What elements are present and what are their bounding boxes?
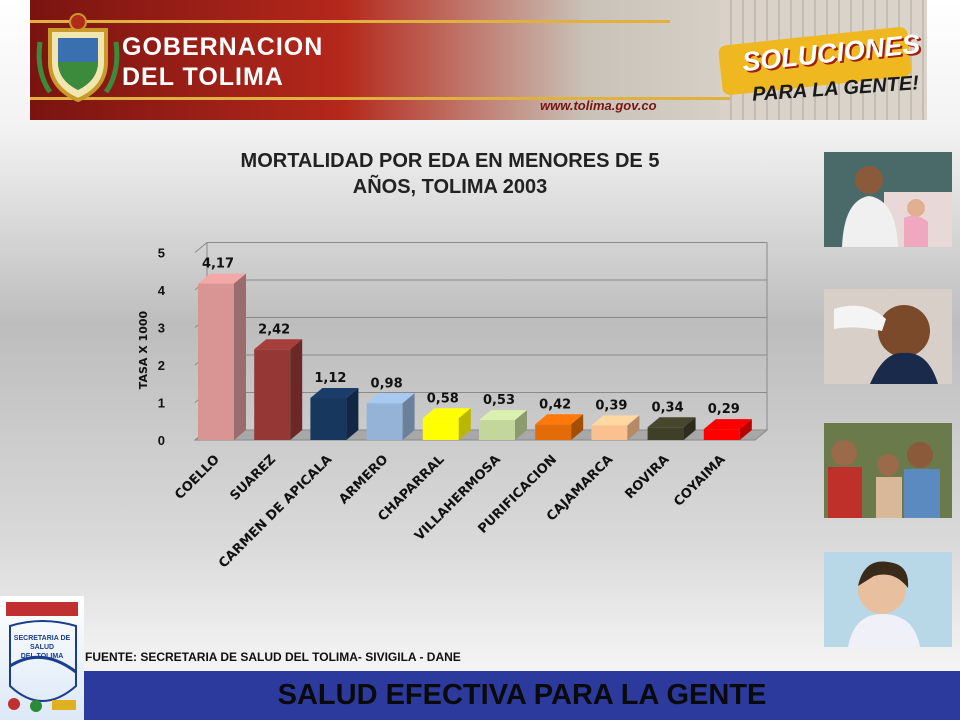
y-axis-label: TASA X 1000 [137, 310, 150, 389]
health-secretariat-logo: SECRETARIA DE SALUD DEL TOLIMA [0, 596, 84, 720]
x-category-label: CARMEN DE APICALA [216, 452, 335, 571]
logo-text-line2: DEL TOLIMA [20, 653, 64, 660]
bar-top [591, 415, 640, 426]
bar-side [739, 419, 752, 440]
bar-side [290, 339, 303, 440]
y-tick-label: 0 [158, 433, 165, 448]
bar-top [422, 408, 471, 419]
bar-top [479, 410, 527, 421]
bar-side [515, 410, 527, 440]
baby-photo [824, 552, 952, 647]
vaccination-photo [824, 289, 952, 384]
gold-divider [30, 97, 730, 100]
y-tick-label: 5 [158, 246, 165, 261]
bar-value-label: 0,29 [708, 402, 740, 417]
bar-front [703, 429, 740, 440]
x-category-label: COELLO [172, 452, 223, 503]
bar-front [591, 425, 628, 440]
bar-top [703, 419, 752, 430]
gold-divider [30, 20, 670, 23]
bar-front [366, 403, 403, 440]
logo-text: SECRETARIA DE SALUD DEL TOLIMA [4, 634, 80, 661]
bar-front [310, 398, 347, 440]
logo-emblem-icon [6, 602, 78, 712]
y-tick-label: 4 [158, 283, 166, 298]
tolima-crest-icon [36, 13, 120, 103]
bar-top [535, 414, 584, 425]
y-tick-label: 3 [158, 321, 165, 336]
x-category-label: ARMERO [336, 452, 391, 507]
children-photo [824, 423, 952, 518]
gridline [194, 242, 767, 253]
chart-title-line1: MORTALIDAD POR EDA EN MENORES DE 5 [240, 150, 660, 172]
x-category-label: SUAREZ [227, 452, 279, 504]
bar-side [346, 388, 359, 440]
bar-value-label: 0,53 [483, 393, 515, 408]
bar-value-label: 0,58 [427, 391, 459, 406]
bar-top [310, 388, 359, 398]
bar-value-label: 4,17 [202, 257, 234, 272]
bar-value-label: 0,39 [595, 398, 627, 413]
bar-value-label: 0,98 [371, 376, 403, 391]
bar-side [683, 417, 696, 440]
bar-value-label: 2,42 [258, 322, 290, 337]
bar-value-label: 0,42 [539, 397, 571, 412]
bar-front [254, 349, 291, 440]
header-banner: GOBERNACION DEL TOLIMA www.tolima.gov.co… [30, 0, 927, 120]
y-tick-label: 2 [158, 358, 165, 373]
footer-slogan: SALUD EFECTIVA PARA LA GENTE [277, 679, 767, 711]
bar-front [535, 424, 572, 440]
government-title: GOBERNACION DEL TOLIMA [122, 32, 323, 92]
x-category-label: COYAIMA [671, 452, 728, 509]
bar-front [198, 283, 234, 440]
website-url: www.tolima.gov.co [540, 98, 657, 113]
bar-side [571, 414, 584, 440]
government-title-line1: GOBERNACION [122, 33, 324, 61]
footer-bar: SALUD EFECTIVA PARA LA GENTE [84, 671, 960, 720]
bar-top [647, 417, 696, 428]
bar-front [422, 418, 459, 440]
bar-top [198, 273, 246, 284]
bar-side [458, 408, 471, 440]
bar-front [647, 427, 684, 440]
bar-value-label: 0,34 [652, 400, 684, 415]
bar-side [234, 273, 246, 440]
bar-value-label: 1,12 [314, 371, 346, 386]
logo-text-line1: SECRETARIA DE SALUD [13, 635, 71, 651]
chart-title: MORTALIDAD POR EDA EN MENORES DE 5 AÑOS,… [180, 148, 720, 200]
government-title-line2: DEL TOLIMA [122, 63, 284, 91]
bar-front [479, 420, 515, 440]
bar-top [254, 339, 303, 350]
bar-side [402, 393, 415, 440]
chart-title-line2: AÑOS, TOLIMA 2003 [352, 176, 548, 198]
gridline [194, 279, 767, 291]
bar-top [366, 393, 415, 404]
source-note: FUENTE: SECRETARIA DE SALUD DEL TOLIMA- … [85, 650, 461, 664]
x-category-label: ROVIRA [622, 452, 672, 502]
bar-side [627, 415, 640, 440]
mother-baby-photo [824, 152, 952, 247]
y-tick-label: 1 [158, 396, 165, 411]
